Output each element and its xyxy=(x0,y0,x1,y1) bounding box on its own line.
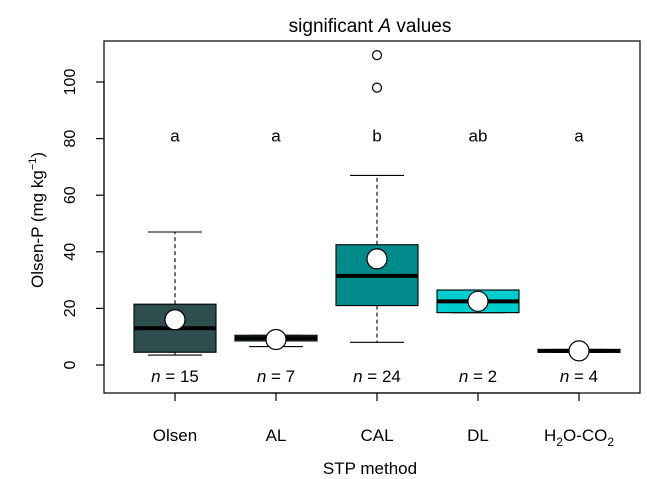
box-group: ab n = 2 xyxy=(436,126,520,386)
box-group: a n = 7 xyxy=(234,126,318,386)
outlier-point xyxy=(371,82,383,93)
box-group: a n = 15 xyxy=(133,126,217,386)
box-group: b n = 24 xyxy=(335,50,419,386)
significance-letter: a xyxy=(170,126,180,145)
box-group: a n = 4 xyxy=(537,126,621,386)
x-tick-label: DL xyxy=(467,426,489,445)
n-label: n = 15 xyxy=(151,367,199,386)
y-tick-label: 20 xyxy=(62,299,79,317)
significance-letter: a xyxy=(271,126,281,145)
y-tick-label: 100 xyxy=(62,69,79,96)
y-tick-label: 40 xyxy=(62,243,79,261)
significance-letter: b xyxy=(372,126,381,145)
n-label: n = 4 xyxy=(560,367,598,386)
n-label: n = 24 xyxy=(353,367,401,386)
mean-point xyxy=(164,309,186,331)
significance-letter: ab xyxy=(469,126,488,145)
mean-point xyxy=(366,248,388,270)
y-tick-label: 60 xyxy=(62,186,79,204)
x-tick-label: AL xyxy=(266,426,287,445)
x-tick-label: CAL xyxy=(360,426,393,445)
outlier-point xyxy=(371,50,383,61)
x-tick-label: Olsen xyxy=(153,426,197,445)
y-tick-label: 80 xyxy=(62,130,79,148)
n-label: n = 2 xyxy=(459,367,497,386)
y-tick-label: 0 xyxy=(62,360,79,369)
significance-letter: a xyxy=(574,126,584,145)
y-axis-label: Olsen-P (mg kg−1) xyxy=(27,152,47,288)
x-axis: Olsen AL CAL DL H2O-CO2 xyxy=(153,392,614,449)
mean-point xyxy=(467,290,489,312)
boxes-layer: a n = 15 a n = 7 b n = 24 ab n = 2 a n = 4 xyxy=(133,50,621,386)
x-tick-label: H2O-CO2 xyxy=(544,426,614,449)
n-label: n = 7 xyxy=(257,367,295,386)
x-axis-label: STP method xyxy=(323,459,417,478)
mean-point xyxy=(568,340,590,362)
y-axis: 0 20 40 60 80 100 xyxy=(62,69,105,369)
chart-title: significant A values xyxy=(289,16,452,37)
mean-point xyxy=(265,328,287,351)
